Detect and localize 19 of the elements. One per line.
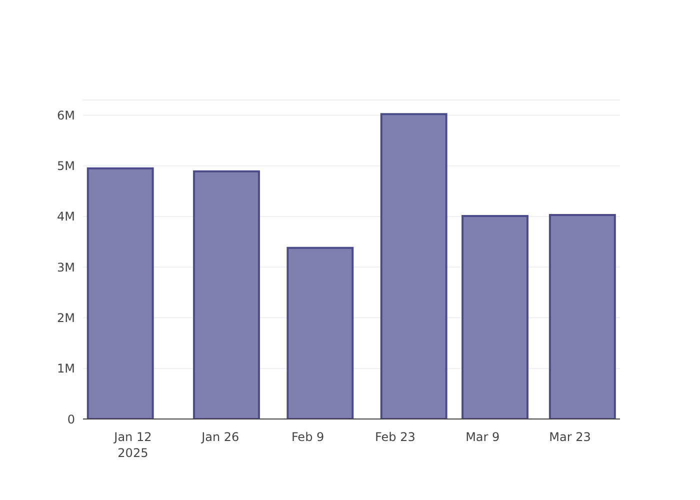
bar: [380, 113, 448, 419]
bar: [286, 246, 354, 419]
bar: [86, 167, 154, 419]
y-tick-label: 1M: [57, 362, 75, 376]
y-tick-label: 4M: [57, 210, 75, 224]
y-tick-label: 0: [67, 412, 75, 426]
x-tick-label: Jan 12 2025: [113, 430, 152, 460]
x-tick-label: Mar 23: [549, 430, 591, 444]
x-tick-label: Mar 9: [466, 430, 500, 444]
bar: [548, 214, 616, 419]
bar: [462, 214, 528, 419]
y-tick-label: 3M: [57, 260, 75, 274]
y-tick-label: 2M: [57, 310, 75, 325]
y-tick-label: 6M: [57, 108, 75, 122]
bar: [193, 170, 260, 419]
x-tick-label: Feb 23: [375, 430, 416, 444]
x-tick-label: Jan 26: [200, 430, 240, 444]
y-tick-label: 5M: [57, 159, 75, 174]
x-tick-label: Feb 9: [291, 430, 324, 444]
